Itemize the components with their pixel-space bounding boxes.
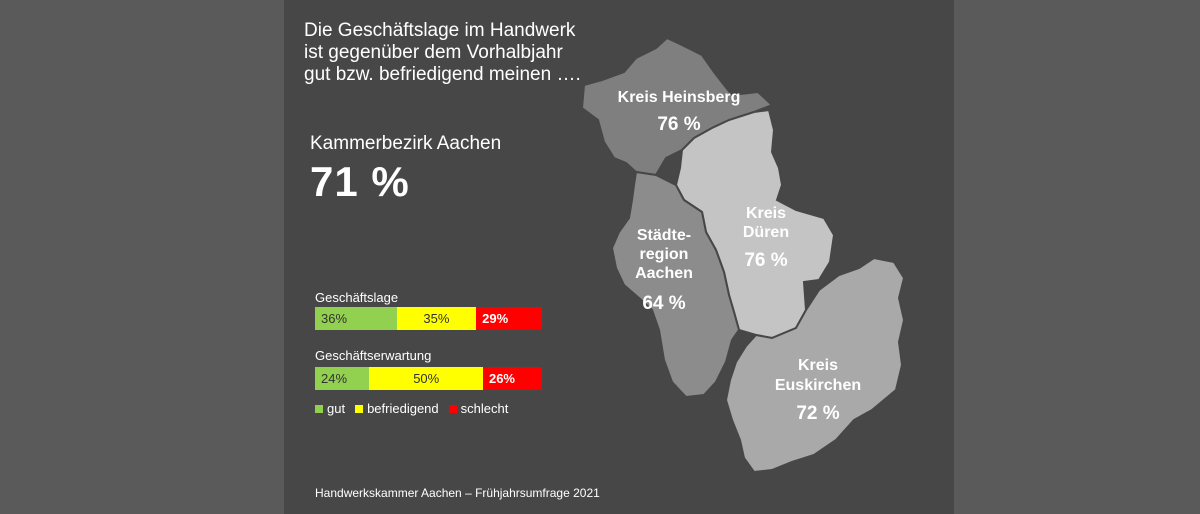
- region-value-heinsberg: 76 %: [657, 114, 700, 135]
- region-shape-euskirchen: [724, 256, 906, 474]
- bar-title-geschaeftslage: Geschäftslage: [315, 290, 399, 305]
- region-name-euskirchen-2: Euskirchen: [775, 377, 861, 394]
- headline-line-1: Die Geschäftslage im Handwerk: [304, 20, 576, 41]
- legend-swatch-befriedigend: [355, 404, 364, 413]
- bar-segment-gut: 36%: [315, 307, 397, 330]
- bar-geschaeftslage: 36% 35% 29%: [315, 307, 542, 330]
- kammerbezirk-label: Kammerbezirk Aachen: [310, 133, 502, 154]
- region-name-dueren-1: Kreis: [746, 205, 786, 222]
- headline: Die Geschäftslage im Handwerk ist gegenü…: [304, 20, 604, 86]
- headline-line-3: gut bzw. befriedigend meinen ….: [304, 64, 581, 85]
- legend-swatch-gut: [315, 404, 323, 413]
- region-name-aachen-3: Aachen: [635, 265, 693, 282]
- bar-segment-befriedigend: 50%: [369, 367, 483, 390]
- legend-label-schlecht: schlecht: [460, 401, 509, 416]
- region-name-heinsberg: Kreis Heinsberg: [618, 89, 741, 106]
- bar-segment-befriedigend: 35%: [396, 307, 477, 330]
- footer-source: Handwerkskammer Aachen – Frühjahrsumfrag…: [315, 486, 600, 500]
- region-map: Kreis Heinsberg 76 % Kreis Düren 76 % St…: [580, 36, 906, 474]
- legend-item-befriedigend: befriedigend: [355, 401, 439, 416]
- region-value-aachen: 64 %: [642, 293, 685, 314]
- legend-label-befriedigend: befriedigend: [367, 401, 439, 416]
- region-shape-aachen: [610, 170, 741, 399]
- region-value-euskirchen: 72 %: [796, 403, 839, 424]
- region-value-dueren: 76 %: [744, 250, 787, 271]
- headline-line-2: ist gegenüber dem Vorhalbjahr: [304, 42, 563, 63]
- region-name-aachen-1: Städte-: [637, 227, 691, 244]
- slide: Die Geschäftslage im Handwerk ist gegenü…: [284, 0, 954, 514]
- legend-item-gut: gut: [315, 401, 345, 416]
- bar-segment-schlecht: 29%: [476, 307, 542, 330]
- legend-label-gut: gut: [327, 401, 346, 416]
- legend: gut befriedigend schlecht: [315, 401, 508, 416]
- region-name-euskirchen-1: Kreis: [798, 357, 838, 374]
- bar-segment-schlecht: 26%: [482, 367, 542, 390]
- bar-segment-gut: 24%: [315, 367, 370, 390]
- legend-item-schlecht: schlecht: [448, 401, 509, 416]
- bar-geschaeftserwartung: 24% 50% 26%: [315, 367, 542, 390]
- region-name-dueren-2: Düren: [743, 224, 789, 241]
- legend-swatch-schlecht: [448, 404, 457, 413]
- region-name-aachen-2: region: [640, 246, 689, 263]
- bar-title-geschaeftserwartung: Geschäftserwartung: [315, 348, 432, 363]
- kammerbezirk-value: 71 %: [310, 158, 410, 205]
